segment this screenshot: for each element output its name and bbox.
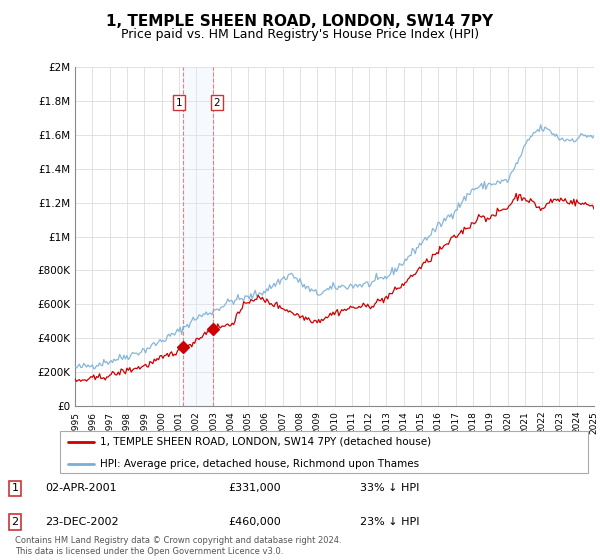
Text: 1, TEMPLE SHEEN ROAD, LONDON, SW14 7PY: 1, TEMPLE SHEEN ROAD, LONDON, SW14 7PY [106, 14, 494, 29]
Text: 1: 1 [176, 97, 182, 108]
Text: Contains HM Land Registry data © Crown copyright and database right 2024.
This d: Contains HM Land Registry data © Crown c… [15, 536, 341, 556]
Text: 1: 1 [11, 483, 19, 493]
Text: HPI: Average price, detached house, Richmond upon Thames: HPI: Average price, detached house, Rich… [100, 459, 419, 469]
Text: £460,000: £460,000 [228, 517, 281, 527]
Text: £331,000: £331,000 [228, 483, 281, 493]
Text: Price paid vs. HM Land Registry's House Price Index (HPI): Price paid vs. HM Land Registry's House … [121, 28, 479, 41]
Text: 33% ↓ HPI: 33% ↓ HPI [360, 483, 419, 493]
Text: 23% ↓ HPI: 23% ↓ HPI [360, 517, 419, 527]
Text: 02-APR-2001: 02-APR-2001 [45, 483, 116, 493]
Text: 23-DEC-2002: 23-DEC-2002 [45, 517, 119, 527]
Text: 2: 2 [11, 517, 19, 527]
Bar [183, 67, 213, 406]
Text: 1, TEMPLE SHEEN ROAD, LONDON, SW14 7PY (detached house): 1, TEMPLE SHEEN ROAD, LONDON, SW14 7PY (… [100, 437, 431, 447]
Text: 2: 2 [214, 97, 220, 108]
